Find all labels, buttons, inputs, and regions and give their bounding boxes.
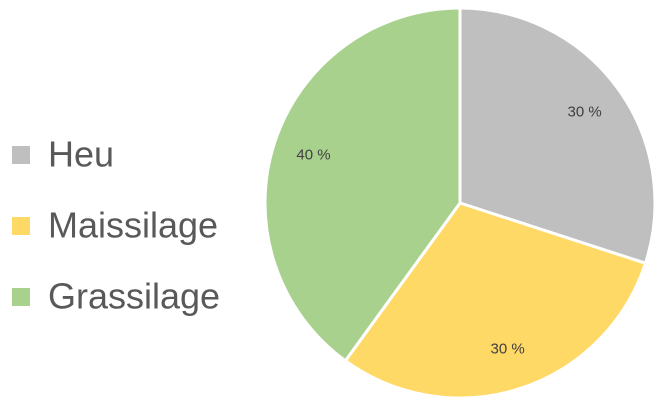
- legend-swatch: [12, 288, 30, 306]
- legend-swatch: [12, 146, 30, 164]
- value-label: 30 %: [491, 340, 525, 357]
- value-label: 40 %: [296, 146, 330, 163]
- value-label: 30 %: [568, 103, 602, 120]
- pie-slice: [343, 201, 648, 400]
- legend-label: Grassilage: [48, 276, 220, 317]
- pie-slice: [263, 6, 462, 363]
- pie-slice: [458, 6, 656, 266]
- legend-label: Maissilage: [48, 205, 218, 246]
- legend-label: Heu: [48, 134, 114, 175]
- legend-swatch: [12, 217, 30, 235]
